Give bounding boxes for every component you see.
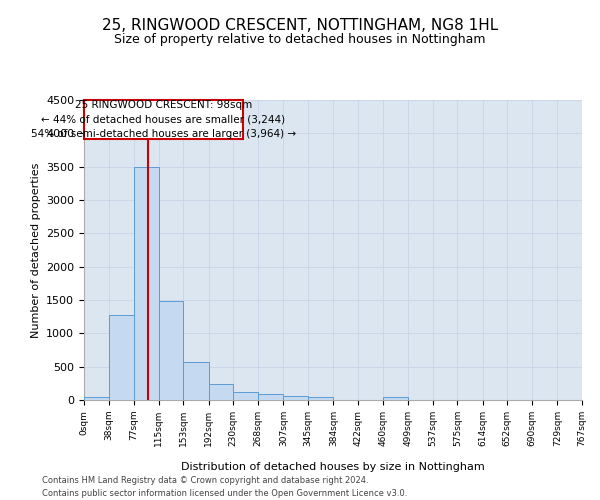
Text: Size of property relative to detached houses in Nottingham: Size of property relative to detached ho… <box>114 32 486 46</box>
Bar <box>84 396 109 400</box>
Text: 25 RINGWOOD CRESCENT: 98sqm
← 44% of detached houses are smaller (3,244)
54% of : 25 RINGWOOD CRESCENT: 98sqm ← 44% of det… <box>31 100 296 139</box>
Bar <box>308 397 334 400</box>
Bar <box>209 384 233 400</box>
Y-axis label: Number of detached properties: Number of detached properties <box>31 162 41 338</box>
Bar <box>158 302 184 400</box>
Bar <box>383 397 408 400</box>
Bar <box>258 394 283 400</box>
Bar <box>283 396 308 400</box>
Bar <box>84 100 243 138</box>
Bar <box>109 314 134 400</box>
Bar <box>184 362 209 400</box>
Text: Contains HM Land Registry data © Crown copyright and database right 2024.
Contai: Contains HM Land Registry data © Crown c… <box>42 476 407 498</box>
Bar <box>134 166 158 400</box>
Text: 25, RINGWOOD CRESCENT, NOTTINGHAM, NG8 1HL: 25, RINGWOOD CRESCENT, NOTTINGHAM, NG8 1… <box>102 18 498 32</box>
Bar <box>233 392 258 400</box>
Text: Distribution of detached houses by size in Nottingham: Distribution of detached houses by size … <box>181 462 485 472</box>
